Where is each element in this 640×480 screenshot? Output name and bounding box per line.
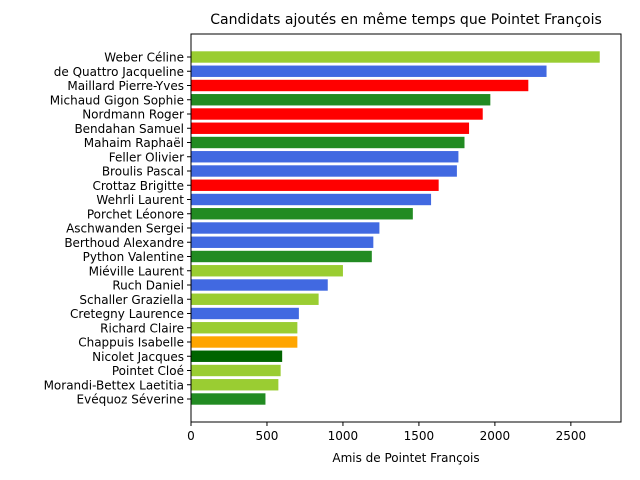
x-tick-label: 1000: [328, 429, 359, 443]
x-tick-label: 0: [187, 429, 195, 443]
bar: [191, 379, 279, 391]
bar: [191, 336, 298, 348]
y-tick-label: Michaud Gigon Sophie: [50, 93, 184, 107]
bar: [191, 222, 380, 234]
y-tick-label: Nordmann Roger: [82, 108, 184, 122]
bar: [191, 193, 432, 206]
bar: [191, 108, 483, 120]
plot-frame: [190, 33, 622, 423]
bar: [191, 265, 343, 277]
y-tick-label: Porchet Léonore: [87, 207, 184, 221]
y-tick-label: Ruch Daniel: [112, 279, 184, 293]
y-tick-label: Berthoud Alexandre: [64, 236, 184, 250]
y-tick-label: Pointet Cloé: [112, 364, 184, 378]
x-tick-label: 500: [256, 429, 279, 443]
y-tick-label: Richard Claire: [100, 321, 184, 335]
bar: [191, 122, 470, 134]
y-tick-label: Broulis Pascal: [102, 165, 184, 179]
bar: [191, 322, 298, 334]
x-axis-label: Amis de Pointet François: [332, 451, 479, 465]
y-tick-label: Miéville Laurent: [89, 264, 185, 278]
chart-title: Candidats ajoutés en même temps que Poin…: [210, 12, 602, 28]
y-tick-label: Nicolet Jacques: [92, 350, 184, 364]
bar: [191, 179, 439, 191]
bar: [191, 151, 459, 163]
y-tick-label: de Quattro Jacqueline: [54, 65, 184, 79]
x-tick-label: 2000: [480, 429, 511, 443]
bar: [191, 364, 281, 377]
y-tick-label: Wehrli Laurent: [96, 193, 184, 207]
x-tick-label: 2500: [556, 429, 587, 443]
bar: [191, 94, 491, 106]
y-tick-label: Mahaim Raphaël: [84, 136, 184, 150]
y-tick-label: Aschwanden Sergei: [66, 222, 184, 236]
y-tick-label: Schaller Graziella: [79, 293, 184, 307]
bar: [191, 293, 319, 305]
bar: [191, 350, 283, 362]
x-tick-label: 1500: [404, 429, 435, 443]
y-tick-label: Crottaz Brigitte: [92, 179, 184, 193]
bar: [191, 307, 299, 320]
bar: [191, 79, 529, 92]
y-tick-label: Chappuis Isabelle: [78, 336, 184, 350]
y-tick-label: Feller Olivier: [109, 150, 184, 164]
bar: [191, 51, 600, 63]
bar: [191, 136, 465, 149]
y-tick-label: Maillard Pierre-Yves: [67, 79, 184, 93]
y-tick-label: Morandi-Bettex Laetitia: [44, 378, 184, 392]
bar: [191, 236, 374, 248]
y-tick-label: Cretegny Laurence: [70, 307, 184, 321]
y-tick-label: Bendahan Samuel: [74, 122, 184, 136]
y-tick-label: Python Valentine: [83, 250, 184, 264]
bar: [191, 208, 413, 220]
x-axis-ticks: 0 500 1000 1500 2000 2500: [187, 422, 586, 443]
bar: [191, 165, 457, 177]
bar: [191, 65, 547, 77]
bar: [191, 250, 372, 263]
y-tick-label: Evéquoz Séverine: [77, 393, 184, 407]
bars-group: [191, 51, 600, 405]
bar: [191, 279, 328, 291]
y-tick-label: Weber Céline: [104, 51, 184, 65]
bar: [191, 393, 266, 405]
